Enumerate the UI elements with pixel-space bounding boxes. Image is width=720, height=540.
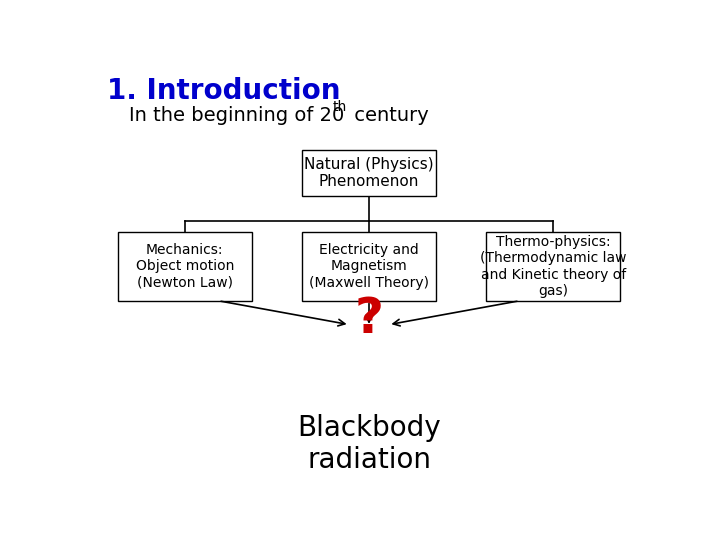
FancyBboxPatch shape <box>118 232 252 301</box>
Text: Electricity and
Magnetism
(Maxwell Theory): Electricity and Magnetism (Maxwell Theor… <box>309 243 429 289</box>
Text: Blackbody
radiation: Blackbody radiation <box>297 414 441 475</box>
Text: Mechanics:
Object motion
(Newton Law): Mechanics: Object motion (Newton Law) <box>135 243 234 289</box>
Text: ?: ? <box>354 295 384 343</box>
FancyBboxPatch shape <box>302 232 436 301</box>
Text: In the beginning of 20: In the beginning of 20 <box>129 106 344 125</box>
Text: Thermo-physics:
(Thermodynamic law
and Kinetic theory of
gas): Thermo-physics: (Thermodynamic law and K… <box>480 235 626 298</box>
FancyBboxPatch shape <box>486 232 620 301</box>
FancyBboxPatch shape <box>302 150 436 196</box>
Text: 1. Introduction: 1. Introduction <box>107 77 341 105</box>
Text: Natural (Physics)
Phenomenon: Natural (Physics) Phenomenon <box>304 157 434 189</box>
Text: century: century <box>348 106 429 125</box>
Text: th: th <box>333 99 347 113</box>
